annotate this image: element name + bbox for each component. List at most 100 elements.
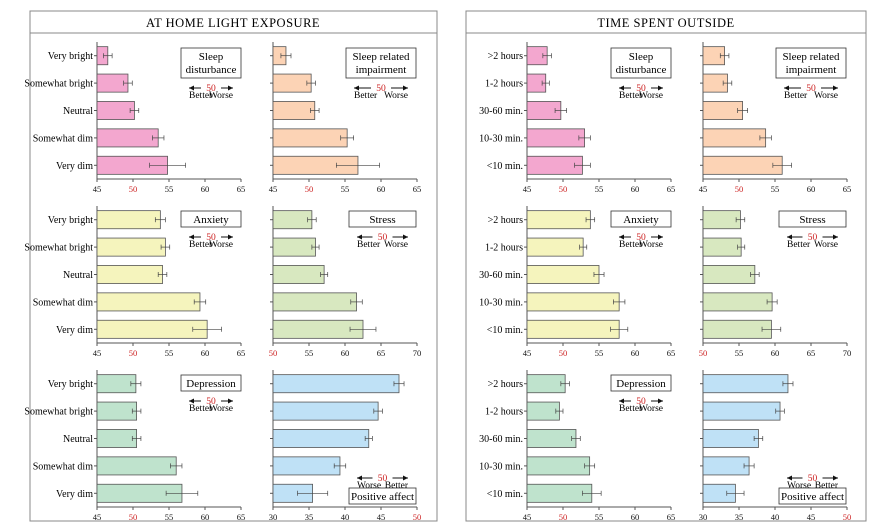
x-tick-label: 60	[631, 184, 640, 194]
legend-left-label: Better	[354, 91, 378, 101]
category-label: Neutral	[63, 434, 93, 445]
category-label: Somewhat bright	[24, 243, 93, 254]
x-tick-label: 65	[843, 184, 852, 194]
bar	[526, 210, 591, 230]
panel-title-box	[610, 210, 672, 228]
legend-fifty-label: 50	[206, 233, 216, 243]
x-tick-label: 60	[631, 512, 640, 522]
bar	[526, 456, 591, 476]
x-tick-label: 65	[237, 512, 246, 522]
x-tick-label: 65	[237, 184, 246, 194]
bar	[702, 237, 742, 257]
bar	[702, 429, 759, 448]
x-tick-label: 30	[699, 512, 708, 522]
panel-title-line: Sleep	[629, 51, 654, 63]
x-tick-label: 65	[413, 184, 422, 194]
legend-right-label: Worse	[814, 240, 838, 250]
panel-title-box	[775, 47, 847, 79]
bar	[272, 73, 312, 93]
chart-panel-sleep-disturbance: >2 hours 1-2 hours 30-60 min. 10-30 min. <10…	[479, 42, 675, 194]
panel-title-box	[180, 210, 242, 228]
legend-arrowhead-left	[189, 398, 194, 404]
x-tick-label: 60	[201, 184, 210, 194]
legend-fifty-label: 50	[378, 474, 388, 484]
bar	[272, 292, 357, 312]
legend-left-label: Better	[784, 91, 808, 101]
legend-arrowhead-right	[228, 234, 233, 240]
legend-arrowhead-left	[357, 234, 362, 240]
category-label: >2 hours	[488, 51, 523, 62]
x-tick-label: 55	[165, 512, 174, 522]
category-label: 1-2 hours	[485, 407, 523, 418]
category-label: <10 min.	[487, 325, 523, 336]
x-tick-label: 55	[771, 184, 780, 194]
legend-right-label: Worse	[384, 240, 408, 250]
legend-arrowhead-left	[189, 234, 194, 240]
x-tick-label: 55	[341, 184, 350, 194]
x-tick-label: 50	[735, 184, 744, 194]
panel-title-box	[778, 210, 847, 228]
bar	[702, 101, 743, 120]
category-label: Very dim	[56, 161, 93, 172]
bar	[272, 265, 325, 284]
category-label: 30-60 min.	[479, 106, 523, 117]
x-tick-label: 65	[377, 348, 386, 358]
category-label: 30-60 min.	[479, 434, 523, 445]
section-title: AT HOME LIGHT EXPOSURE	[146, 16, 320, 30]
x-tick-label: 55	[735, 348, 744, 358]
legend-fifty-label: 50	[636, 397, 646, 407]
bar	[272, 429, 370, 448]
legend-fifty-label: 50	[636, 84, 646, 94]
x-tick-label: 55	[595, 348, 604, 358]
x-tick-label: 50	[305, 184, 314, 194]
legend-fifty-label: 50	[376, 84, 386, 94]
category-label: Somewhat dim	[33, 133, 93, 144]
bar	[272, 319, 364, 339]
x-tick-label: 50	[129, 348, 138, 358]
legend-arrowhead-left	[784, 85, 789, 91]
category-label: Very dim	[56, 489, 93, 500]
category-label: Somewhat dim	[33, 461, 93, 472]
bar	[702, 456, 750, 476]
category-label: 1-2 hours	[485, 243, 523, 254]
bar	[702, 292, 773, 312]
panel-title: Stress	[369, 214, 395, 226]
category-label: <10 min.	[487, 161, 523, 172]
x-tick-label: 50	[269, 348, 278, 358]
x-tick-label: 65	[237, 348, 246, 358]
x-tick-label: 50	[559, 512, 568, 522]
x-tick-label: 65	[667, 348, 676, 358]
legend-left-label: Better	[619, 91, 643, 101]
bar	[702, 155, 783, 175]
bar	[526, 155, 583, 175]
x-tick-label: 55	[595, 512, 604, 522]
legend-left-label: Better	[189, 404, 213, 414]
bar	[96, 429, 137, 448]
bar	[526, 319, 620, 339]
bar	[702, 401, 781, 421]
x-tick-label: 55	[165, 184, 174, 194]
x-tick-label: 45	[523, 512, 532, 522]
bar	[526, 401, 560, 421]
section-title: TIME SPENT OUTSIDE	[597, 16, 734, 30]
category-label: 10-30 min.	[479, 297, 523, 308]
x-tick-label: 50	[559, 348, 568, 358]
x-tick-label: 50	[559, 184, 568, 194]
category-label: Neutral	[63, 270, 93, 281]
section-at-home-light-exposure: AT HOME LIGHT EXPOSURE	[29, 10, 438, 522]
panel-title: Anxiety	[623, 214, 659, 226]
bar	[272, 128, 348, 148]
legend-fifty-label: 50	[378, 233, 388, 243]
panel-title-line: Sleep related	[352, 51, 410, 63]
panel-title-box	[610, 374, 672, 392]
x-tick-label: 60	[771, 348, 780, 358]
x-tick-label: 40	[771, 512, 780, 522]
bar	[272, 374, 400, 394]
x-tick-label: 45	[269, 184, 278, 194]
bar	[702, 210, 741, 230]
